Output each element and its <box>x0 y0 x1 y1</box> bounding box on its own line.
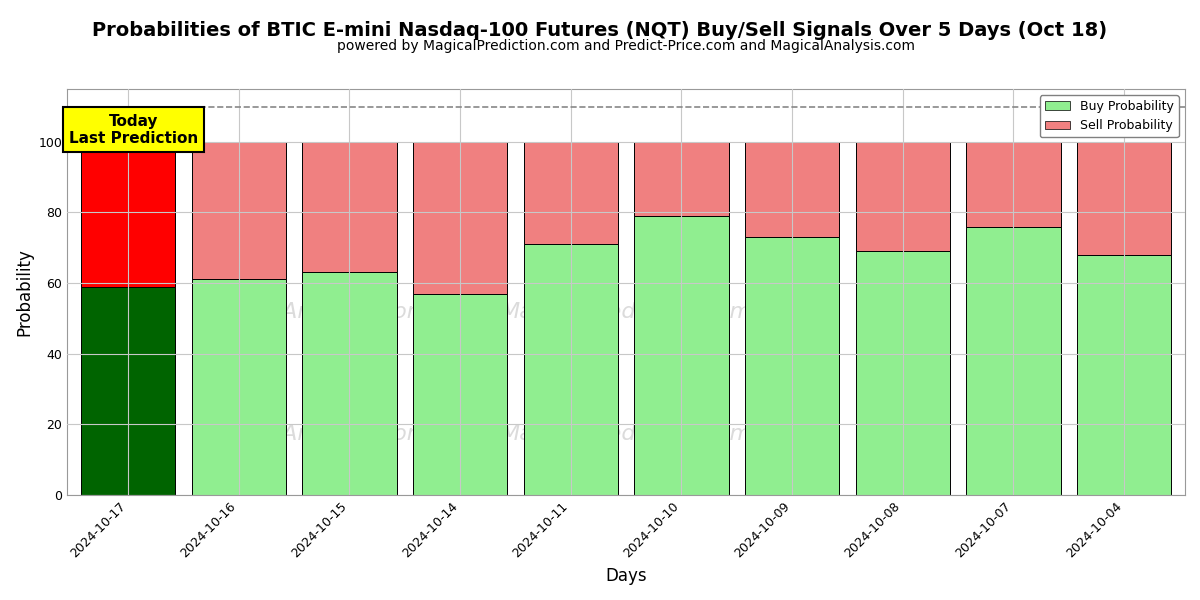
Bar <box>302 142 396 272</box>
Y-axis label: Probability: Probability <box>14 248 34 336</box>
Text: MagicalAnalysis.com: MagicalAnalysis.com <box>198 302 428 322</box>
Title: powered by MagicalPrediction.com and Predict-Price.com and MagicalAnalysis.com: powered by MagicalPrediction.com and Pre… <box>337 39 916 53</box>
Text: Probabilities of BTIC E-mini Nasdaq-100 Futures (NQT) Buy/Sell Signals Over 5 Da: Probabilities of BTIC E-mini Nasdaq-100 … <box>92 21 1108 40</box>
Bar <box>82 142 175 287</box>
Bar <box>302 272 396 495</box>
Bar <box>745 142 839 237</box>
Bar <box>1078 142 1171 255</box>
Bar <box>82 287 175 495</box>
Bar <box>966 142 1061 227</box>
Bar <box>523 244 618 495</box>
Bar <box>635 142 728 216</box>
Text: Today
Last Prediction: Today Last Prediction <box>70 113 198 146</box>
Text: MagicalAnalysis.com: MagicalAnalysis.com <box>198 424 428 444</box>
Bar <box>523 142 618 244</box>
Bar <box>635 216 728 495</box>
Bar <box>856 142 950 251</box>
Bar <box>966 227 1061 495</box>
Bar <box>1078 255 1171 495</box>
Bar <box>856 251 950 495</box>
Bar <box>192 142 286 280</box>
Legend: Buy Probability, Sell Probability: Buy Probability, Sell Probability <box>1040 95 1178 137</box>
Bar <box>413 293 508 495</box>
Text: MagicalPrediction.com: MagicalPrediction.com <box>500 302 751 322</box>
Bar <box>192 280 286 495</box>
Bar <box>745 237 839 495</box>
Bar <box>413 142 508 293</box>
X-axis label: Days: Days <box>605 567 647 585</box>
Text: MagicalPrediction.com: MagicalPrediction.com <box>500 424 751 444</box>
